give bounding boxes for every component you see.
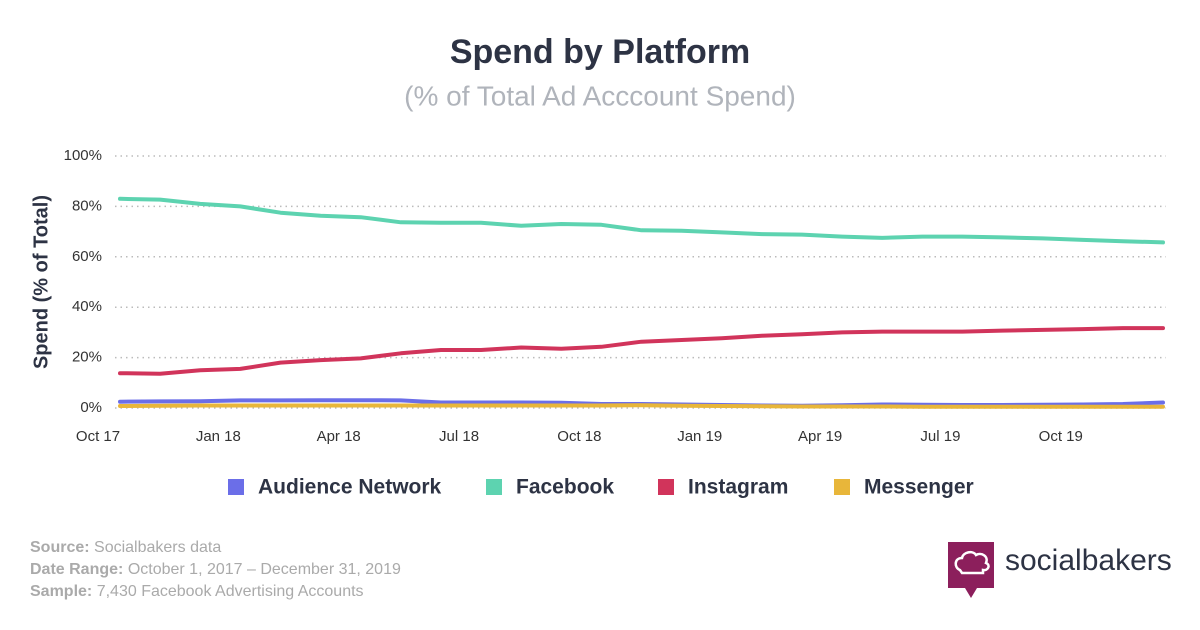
footer-label: Sample: xyxy=(30,583,92,600)
legend-swatch xyxy=(486,479,502,495)
x-tick-label: Jul 18 xyxy=(439,428,479,445)
legend-label: Messenger xyxy=(864,476,974,499)
y-tick-label: 0% xyxy=(80,399,102,416)
y-tick-label: 20% xyxy=(72,349,102,366)
chart-subtitle: (% of Total Ad Acccount Spend) xyxy=(404,80,796,111)
x-tick-label: Oct 17 xyxy=(76,428,120,445)
y-axis-label: Spend (% of Total) xyxy=(30,195,52,369)
footer-text: October 1, 2017 – December 31, 2019 xyxy=(128,561,401,578)
x-tick-label: Apr 18 xyxy=(317,428,361,445)
footer-label: Source: xyxy=(30,539,90,556)
x-tick-label: Jan 19 xyxy=(677,428,722,445)
footer-text: 7,430 Facebook Advertising Accounts xyxy=(97,583,364,600)
legend-label: Instagram xyxy=(688,476,788,499)
x-tick-label: Jul 19 xyxy=(920,428,960,445)
legend-label: Facebook xyxy=(516,476,614,499)
x-tick-label: Apr 19 xyxy=(798,428,842,445)
legend-swatch xyxy=(834,479,850,495)
chart-title: Spend by Platform xyxy=(450,33,750,71)
y-tick-label: 40% xyxy=(72,298,102,315)
logo: socialbakers xyxy=(948,542,1172,598)
footer-text: Socialbakers data xyxy=(94,539,221,556)
series-line xyxy=(118,326,1165,376)
series-line xyxy=(118,403,1165,409)
legend-swatch xyxy=(228,479,244,495)
footer-date: Date Range: October 1, 2017 – December 3… xyxy=(30,561,401,578)
logo-icon xyxy=(948,542,994,598)
logo-hat xyxy=(954,550,990,575)
legend-label: Audience Network xyxy=(258,476,442,499)
x-tick-label: Oct 18 xyxy=(557,428,601,445)
footer-label: Date Range: xyxy=(30,561,123,578)
legend-swatch xyxy=(658,479,674,495)
x-tick-label: Jan 18 xyxy=(196,428,241,445)
y-tick-label: 60% xyxy=(72,248,102,265)
footer-source: Source: Socialbakers data xyxy=(30,539,221,556)
x-tick-label: Oct 19 xyxy=(1039,428,1083,445)
y-tick-label: 80% xyxy=(72,197,102,214)
footer-sample: Sample: 7,430 Facebook Advertising Accou… xyxy=(30,583,364,600)
y-tick-label: 100% xyxy=(64,147,102,164)
footer: Source: Socialbakers data Date Range: Oc… xyxy=(30,539,401,600)
series-line xyxy=(118,196,1165,245)
brand-name: socialbakers xyxy=(1005,544,1172,577)
